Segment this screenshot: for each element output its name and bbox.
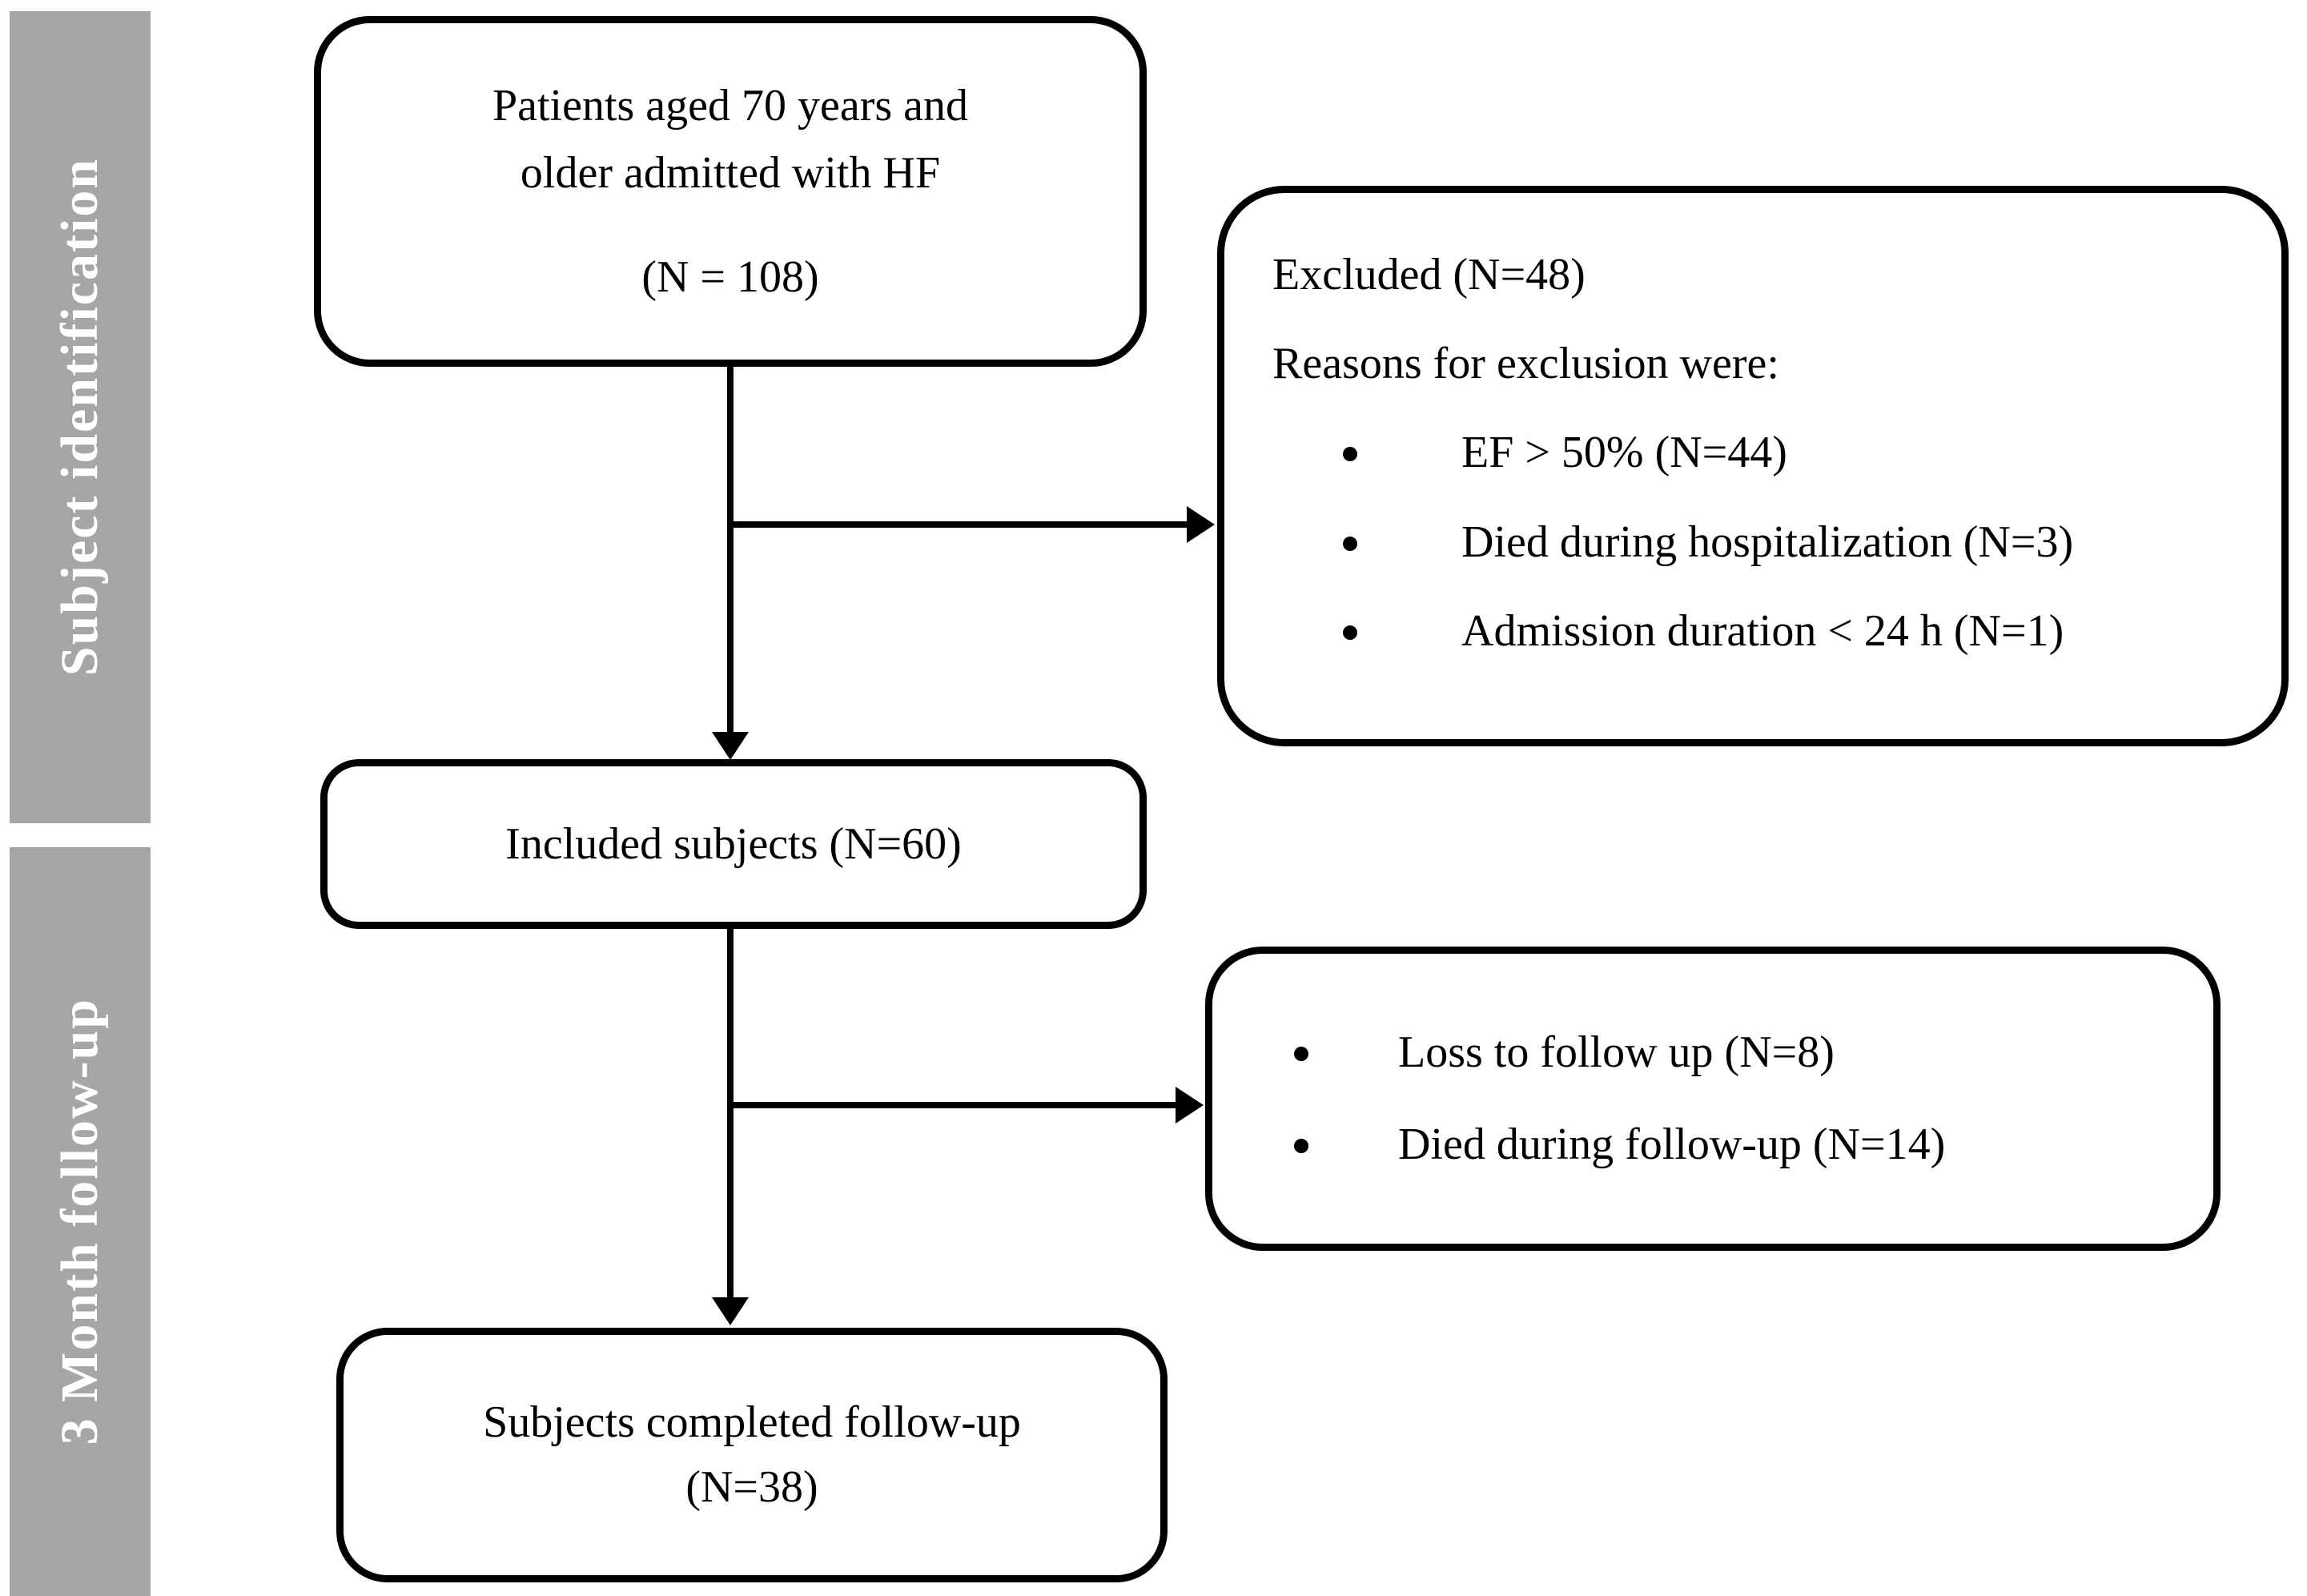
phase-bar-subject-identification: Subject identification <box>10 11 151 823</box>
excluded-box: Excluded (N=48) Reasons for exclusion we… <box>1217 186 2289 746</box>
arrow-right-icon <box>1176 1087 1204 1124</box>
excluded-bullet-2: Died during hospitalization (N=3) <box>1461 517 2074 567</box>
phase-label-subject-identification: Subject identification <box>50 158 109 677</box>
excluded-bullet-row: EF > 50% (N=44) <box>1272 420 2233 485</box>
excluded-bullet-row: Died during hospitalization (N=3) <box>1272 510 2233 575</box>
arrow-down-icon <box>712 732 749 760</box>
completed-box: Subjects completed follow-up (N=38) <box>336 1328 1168 1582</box>
population-line-2: older admitted with HF <box>520 148 941 198</box>
excluded-subtitle: Reasons for exclusion were: <box>1272 339 1779 389</box>
included-box: Included subjects (N=60) <box>320 759 1147 929</box>
bullet-icon <box>1294 1139 1308 1153</box>
losses-bullet-row: Died during follow-up (N=14) <box>1252 1112 2173 1177</box>
bullet-icon <box>1343 536 1357 551</box>
population-box: Patients aged 70 years and older admitte… <box>314 16 1147 367</box>
excluded-bullet-3: Admission duration < 24 h (N=1) <box>1461 605 2064 656</box>
excluded-bullet-row: Admission duration < 24 h (N=1) <box>1272 599 2233 664</box>
connector-to-losses <box>730 1102 1177 1108</box>
included-label: Included subjects (N=60) <box>505 819 962 869</box>
bullet-icon <box>1343 447 1357 462</box>
completed-line-1: Subjects completed follow-up <box>483 1397 1021 1447</box>
excluded-title: Excluded (N=48) <box>1272 250 1586 300</box>
followup-losses-box: Loss to follow up (N=8) Died during foll… <box>1205 947 2221 1251</box>
losses-bullet-row: Loss to follow up (N=8) <box>1252 1020 2173 1085</box>
losses-bullet-2: Died during follow-up (N=14) <box>1398 1120 1946 1169</box>
population-n: (N = 108) <box>641 252 819 302</box>
arrow-down-icon <box>712 1297 749 1325</box>
connector-included-to-completed <box>727 926 733 1299</box>
population-line-1: Patients aged 70 years and <box>492 81 969 131</box>
phase-label-3-month-followup: 3 Month follow-up <box>50 998 109 1445</box>
connector-population-to-included <box>727 364 733 734</box>
excluded-bullet-1: EF > 50% (N=44) <box>1461 428 1787 478</box>
arrow-right-icon <box>1187 506 1215 543</box>
bullet-icon <box>1294 1046 1308 1061</box>
connector-to-excluded <box>730 521 1188 528</box>
losses-bullet-1: Loss to follow up (N=8) <box>1398 1027 1835 1077</box>
phase-bar-3-month-followup: 3 Month follow-up <box>10 847 151 1596</box>
completed-line-2: (N=38) <box>685 1462 818 1512</box>
bullet-icon <box>1343 625 1357 640</box>
